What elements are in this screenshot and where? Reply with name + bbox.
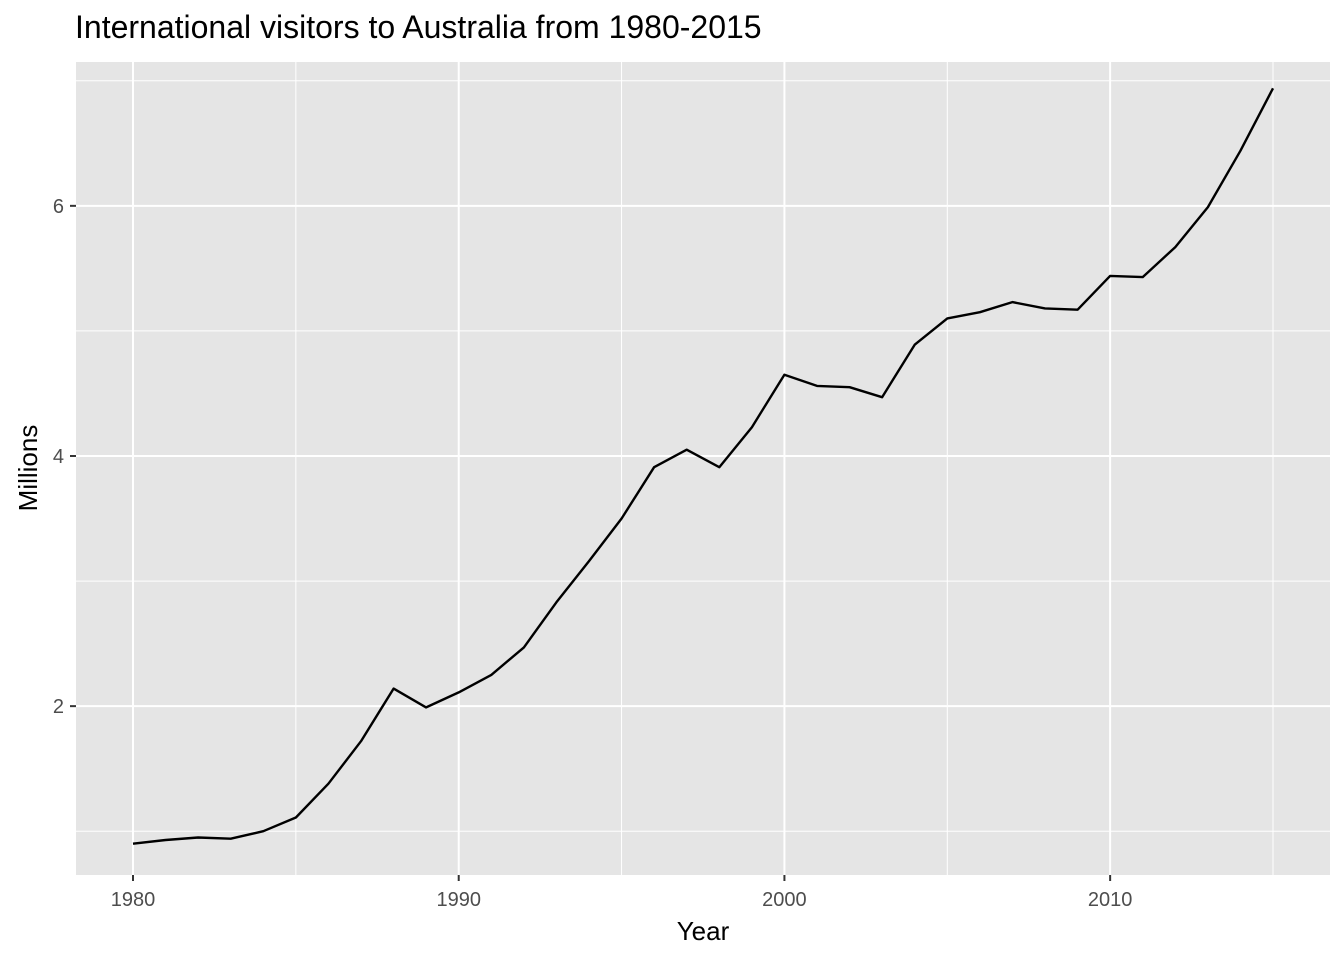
x-tick-label: 2000	[762, 889, 807, 911]
y-axis-title: Millions	[13, 425, 43, 512]
y-axis: 2 4 6	[53, 196, 76, 718]
chart-title: International visitors to Australia from…	[75, 9, 762, 45]
x-tick-label: 1980	[111, 889, 156, 911]
major-gridlines	[76, 62, 1330, 875]
x-axis-title: Year	[677, 916, 730, 946]
series-line	[132, 87, 1275, 845]
x-tick-label: 1990	[436, 889, 481, 911]
minor-gridlines	[76, 62, 1330, 875]
series-layer	[132, 87, 1275, 845]
x-axis: 1980 1990 2000 2010	[111, 875, 1133, 911]
y-tick-label: 6	[53, 196, 64, 218]
x-tick-label: 2010	[1088, 889, 1133, 911]
y-tick-label: 2	[53, 696, 64, 718]
y-tick-label: 4	[53, 446, 64, 468]
plot-panel	[76, 62, 1330, 875]
